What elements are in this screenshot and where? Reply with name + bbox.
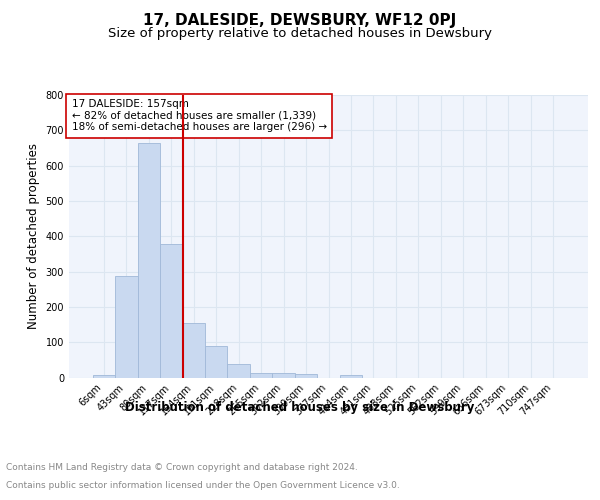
Bar (92, 374, 115, 378)
Text: 17 DALESIDE: 157sqm
← 82% of detached houses are smaller (1,339)
18% of semi-det: 17 DALESIDE: 157sqm ← 82% of detached ho… (71, 99, 327, 132)
Text: Contains HM Land Registry data © Crown copyright and database right 2024.: Contains HM Land Registry data © Crown c… (6, 464, 358, 472)
Bar (160, 244, 182, 378)
Text: Size of property relative to detached houses in Dewsbury: Size of property relative to detached ho… (108, 28, 492, 40)
Y-axis label: Number of detached properties: Number of detached properties (27, 143, 40, 329)
Bar (227, 364, 250, 378)
Bar (205, 346, 227, 378)
Bar (137, 142, 160, 378)
Bar (250, 373, 272, 378)
Text: Contains public sector information licensed under the Open Government Licence v3: Contains public sector information licen… (6, 481, 400, 490)
Bar (295, 374, 317, 378)
Text: 17, DALESIDE, DEWSBURY, WF12 0PJ: 17, DALESIDE, DEWSBURY, WF12 0PJ (143, 12, 457, 28)
Bar (272, 373, 295, 378)
Bar (340, 374, 362, 378)
Bar (182, 324, 205, 378)
Text: Distribution of detached houses by size in Dewsbury: Distribution of detached houses by size … (125, 401, 475, 414)
Bar (115, 276, 137, 378)
